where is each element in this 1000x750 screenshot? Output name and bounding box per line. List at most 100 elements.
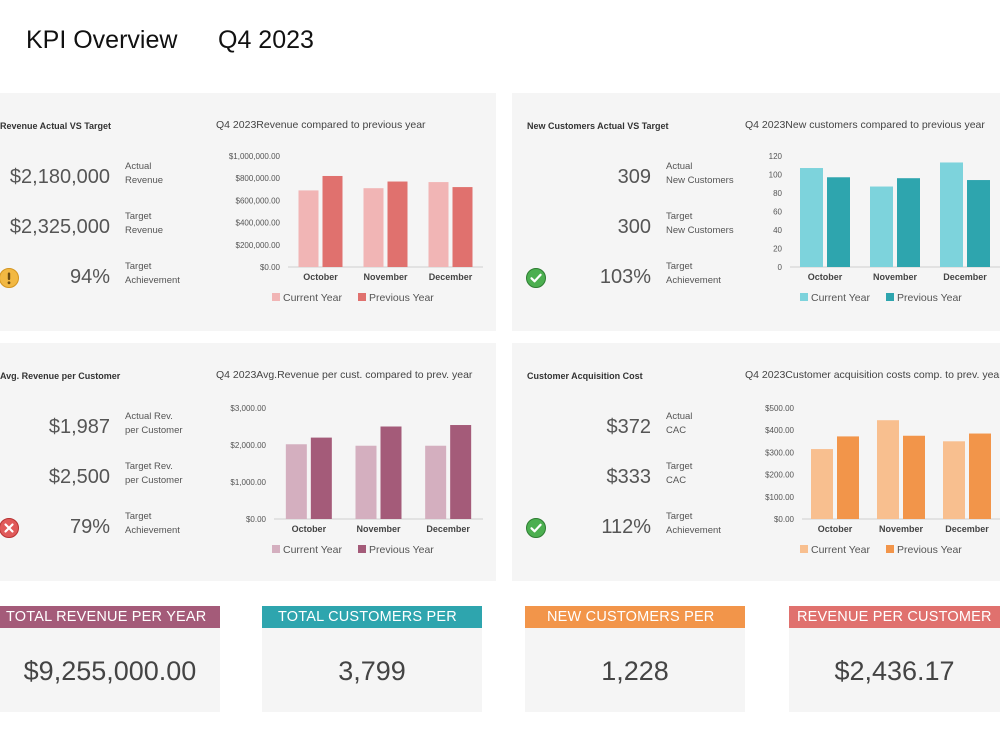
total-revenue-card: TOTAL REVENUE PER YEAR $9,255,000.00 bbox=[0, 606, 220, 712]
cac-panel: Customer Acquisition Cost $372 Actual CAC… bbox=[512, 343, 1000, 581]
revenue-panel: Revenue Actual VS Target $2,180,000 Actu… bbox=[0, 93, 496, 331]
y-tick-label: 80 bbox=[773, 189, 782, 198]
stat-card-value: 3,799 bbox=[338, 656, 406, 686]
stat-card-value: $9,255,000.00 bbox=[23, 656, 197, 686]
kpi-label: Target CAC bbox=[666, 461, 693, 486]
bar-previous-year bbox=[827, 177, 850, 267]
stat-card-title: TOTAL CUSTOMERS PER bbox=[262, 606, 482, 628]
bar-previous-year bbox=[969, 433, 991, 519]
bar-current-year bbox=[877, 420, 899, 519]
kpi-achievement: 94% Target Achievement bbox=[0, 261, 225, 296]
kpi-achievement: 79% Target Achievement bbox=[0, 511, 225, 546]
y-tick-label: $0.00 bbox=[260, 263, 281, 272]
kpi-label: Target New Customers bbox=[666, 211, 734, 236]
check-icon bbox=[526, 518, 546, 538]
y-tick-label: $200,000.00 bbox=[236, 241, 281, 250]
kpi-actual-cac: $372 Actual CAC bbox=[524, 411, 749, 446]
x-category-label: October bbox=[303, 272, 338, 282]
legend-swatch bbox=[886, 293, 894, 301]
new-customers-card: NEW CUSTOMERS PER 1,228 bbox=[525, 606, 745, 712]
page-title: KPI Overview bbox=[26, 26, 178, 54]
legend-swatch bbox=[358, 545, 366, 553]
stat-card-title: NEW CUSTOMERS PER bbox=[525, 606, 745, 628]
check-icon bbox=[526, 268, 546, 288]
bar-current-year bbox=[800, 168, 823, 267]
bar-previous-year bbox=[310, 437, 332, 519]
legend-swatch bbox=[272, 293, 280, 301]
kpi-value: $2,180,000 bbox=[9, 166, 110, 188]
y-tick-label: $300.00 bbox=[765, 448, 794, 457]
y-tick-label: 40 bbox=[773, 226, 782, 235]
kpi-label: Target Achievement bbox=[666, 261, 721, 286]
kpi-value: 79% bbox=[69, 516, 110, 538]
kpi-label: Actual Revenue bbox=[125, 161, 164, 186]
bar-current-year bbox=[940, 162, 963, 267]
bar-current-year bbox=[428, 182, 449, 267]
y-tick-label: $500.00 bbox=[765, 404, 794, 413]
chart-title: Q4 2023Customer acquisition costs comp. … bbox=[745, 369, 1000, 381]
x-category-label: December bbox=[945, 524, 989, 534]
legend-label: Previous Year bbox=[369, 292, 434, 304]
avg-revenue-panel: Avg. Revenue per Customer $1,987 Actual … bbox=[0, 343, 496, 581]
y-tick-label: $600,000.00 bbox=[236, 196, 281, 205]
y-tick-label: $400.00 bbox=[765, 426, 794, 435]
chart-title: Q4 2023New customers compared to previou… bbox=[745, 119, 985, 131]
stat-card-value: 1,228 bbox=[601, 656, 669, 686]
x-category-label: October bbox=[808, 272, 843, 282]
warning-icon bbox=[0, 268, 19, 288]
kpi-value: $1,987 bbox=[48, 416, 110, 438]
revenue-bar-chart: $0.00 $200,000.00 $400,000.00 $600,000.00 $8… bbox=[229, 152, 483, 304]
kpi-label: Actual New Customers bbox=[666, 161, 734, 186]
bar-current-year bbox=[285, 444, 307, 519]
y-tick-label: $200.00 bbox=[765, 471, 794, 480]
bar-current-year bbox=[425, 445, 447, 519]
page-header: KPI Overview Q4 2023 bbox=[26, 26, 314, 55]
stat-card-title: REVENUE PER CUSTOMER bbox=[789, 606, 1000, 628]
y-tick-label: $0.00 bbox=[774, 515, 795, 524]
x-category-label: October bbox=[292, 524, 327, 534]
y-tick-label: $1,000,000.00 bbox=[229, 152, 281, 161]
y-tick-label: 120 bbox=[769, 152, 783, 161]
bar-current-year bbox=[811, 449, 833, 519]
kpi-target-new-customers: 300 Target New Customers bbox=[524, 211, 749, 246]
chart-title: Q4 2023Revenue compared to previous year bbox=[216, 119, 426, 131]
legend-swatch bbox=[800, 545, 808, 553]
bar-previous-year bbox=[450, 425, 472, 519]
kpi-label: Target Achievement bbox=[125, 261, 180, 286]
new-customers-panel: New Customers Actual VS Target 309 Actua… bbox=[512, 93, 1000, 331]
kpi-label: Actual Rev. per Customer bbox=[125, 411, 183, 436]
legend-label: Current Year bbox=[283, 544, 342, 556]
bar-current-year bbox=[363, 188, 384, 267]
page-period: Q4 2023 bbox=[218, 26, 314, 54]
x-category-label: November bbox=[363, 272, 408, 282]
x-category-label: November bbox=[356, 524, 401, 534]
legend-swatch bbox=[800, 293, 808, 301]
legend-label: Current Year bbox=[283, 292, 342, 304]
legend-label: Previous Year bbox=[897, 544, 962, 556]
y-tick-label: $800,000.00 bbox=[236, 174, 281, 183]
kpi-actual-revenue: $2,180,000 Actual Revenue bbox=[0, 161, 225, 196]
x-category-label: November bbox=[879, 524, 924, 534]
panel-heading: Customer Acquisition Cost bbox=[527, 371, 643, 381]
x-category-label: December bbox=[943, 272, 987, 282]
bar-current-year bbox=[355, 445, 377, 519]
bar-previous-year bbox=[452, 187, 473, 267]
legend-swatch bbox=[358, 293, 366, 301]
x-category-label: November bbox=[873, 272, 918, 282]
cross-icon bbox=[0, 518, 19, 538]
kpi-value: $2,325,000 bbox=[9, 216, 110, 238]
stat-card-value: $2,436.17 bbox=[834, 656, 955, 686]
bar-previous-year bbox=[837, 436, 859, 519]
avg-revenue-bar-chart: $0.00 $1,000.00 $2,000.00 $3,000.00 October N… bbox=[230, 404, 483, 556]
bar-previous-year bbox=[380, 426, 402, 519]
cac-bar-chart: $0.00 $100.00 $200.00 $300.00 $400.00 $500.00… bbox=[765, 404, 1000, 556]
legend-label: Current Year bbox=[811, 544, 870, 556]
kpi-actual-rev-per-customer: $1,987 Actual Rev. per Customer bbox=[0, 411, 225, 446]
kpi-value: $2,500 bbox=[48, 466, 110, 488]
revenue-per-customer-card: REVENUE PER CUSTOMER $2,436.17 bbox=[789, 606, 1000, 712]
legend-label: Previous Year bbox=[897, 292, 962, 304]
bar-previous-year bbox=[903, 435, 925, 519]
bar-current-year bbox=[943, 441, 965, 519]
kpi-label: Target Achievement bbox=[666, 511, 721, 536]
kpi-value: 309 bbox=[617, 166, 651, 188]
